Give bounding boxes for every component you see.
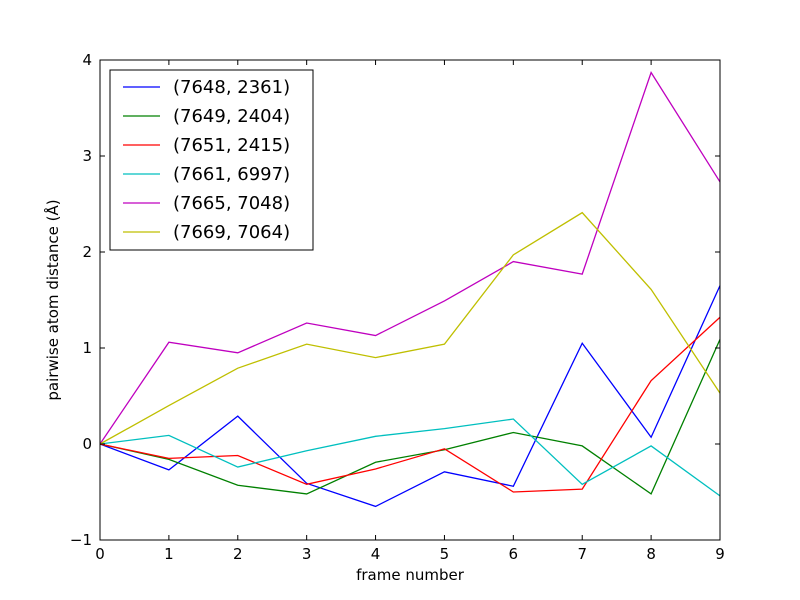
plot-frame: [99, 59, 721, 541]
series-line-5: [99, 70, 721, 445]
x-tick-label: 6: [509, 545, 519, 563]
x-tick-label: 8: [646, 545, 656, 563]
x-tick-label: 1: [164, 545, 174, 563]
x-tick-label: 3: [302, 545, 312, 563]
y-tick-label: −1: [70, 531, 92, 549]
y-tick-label: 1: [82, 339, 92, 357]
x-tick-label: 5: [440, 545, 450, 563]
legend-label: (7669, 7064): [173, 222, 290, 243]
legend-label: (7665, 7048): [173, 193, 290, 214]
x-tick-label: 2: [233, 545, 243, 563]
y-tick-label: 4: [82, 51, 92, 69]
legend-label: (7661, 6997): [173, 164, 290, 185]
series-line-3: [99, 316, 721, 493]
x-tick-label: 4: [371, 545, 381, 563]
y-tick-label: 2: [82, 243, 92, 261]
legend-box: [109, 69, 314, 251]
legend-label: (7651, 2415): [173, 135, 290, 156]
series-line-4: [99, 418, 721, 497]
series-line-1: [99, 285, 721, 508]
y-axis-title: pairwise atom distance (Å): [43, 199, 62, 400]
x-tick-label: 7: [577, 545, 587, 563]
y-tick-label: 3: [82, 147, 92, 165]
x-axis-title: frame number: [356, 566, 465, 584]
series-line-2: [99, 339, 721, 495]
y-tick-label: 0: [82, 435, 92, 453]
x-tick-label: 0: [95, 545, 105, 563]
legend-label: (7649, 2404): [173, 106, 290, 127]
legend-label: (7648, 2361): [173, 77, 290, 98]
legend: (7648, 2361) (7649, 2404) (7651, 2415) (766…: [109, 69, 314, 251]
series-group: [99, 70, 721, 508]
x-tick-label: 9: [715, 545, 725, 563]
series-line-6: [99, 211, 721, 445]
